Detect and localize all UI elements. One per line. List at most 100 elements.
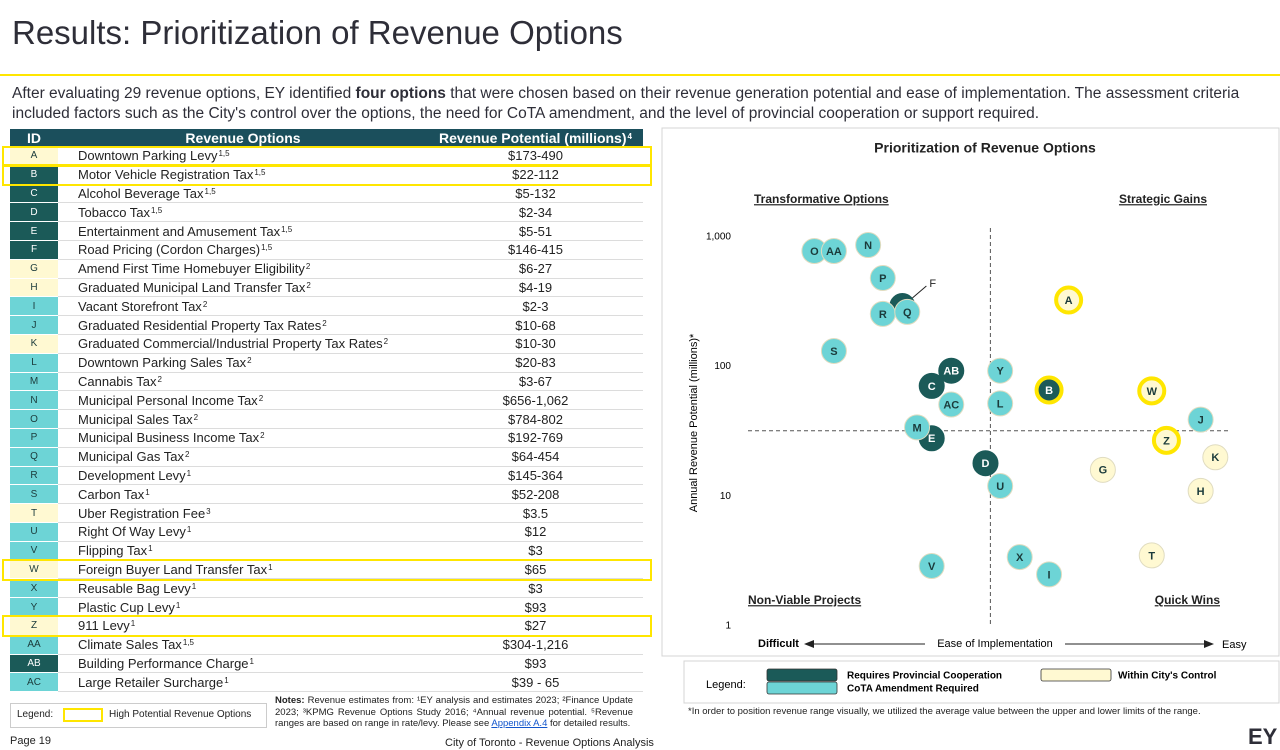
option-name: Climate Sales Tax	[78, 637, 182, 653]
table-row: AC Large Retailer Surcharge1 $39 - 65	[10, 672, 643, 693]
quadrant-label: Non-Viable Projects	[748, 593, 861, 607]
appendix-link[interactable]: Appendix A.4	[491, 718, 548, 729]
option-name: Reusable Bag Levy	[78, 580, 191, 596]
point-label: G	[1099, 465, 1108, 477]
revenue-cell: $146-415	[428, 240, 643, 260]
intro-bold: four options	[355, 85, 446, 102]
option-name: Uber Registration Fee	[78, 505, 206, 521]
id-cell: T	[10, 503, 58, 523]
revenue-cell: $656-1,062	[428, 390, 643, 411]
option-cell: Tobacco Tax1,5	[58, 202, 428, 223]
point	[1006, 544, 1033, 571]
notes: Notes: Revenue estimates from: ¹EY analy…	[275, 695, 633, 730]
table-row: D Tobacco Tax1,5 $2-34	[10, 202, 643, 223]
table-row: P Municipal Business Income Tax2 $192-769	[10, 428, 643, 448]
option-name: Municipal Business Income Tax	[78, 430, 260, 446]
arrow-head	[804, 640, 814, 648]
option-name: 911 Levy	[78, 618, 130, 634]
option-sup: 1,5	[182, 638, 194, 648]
page-number: Page 19	[10, 735, 51, 747]
option-cell: Foreign Buyer Land Transfer Tax1	[58, 560, 428, 580]
point	[1036, 561, 1063, 588]
quadrant-label: Strategic Gains	[1119, 192, 1207, 206]
y-tick-label: 10	[720, 491, 732, 502]
option-cell: Carbon Tax1	[58, 484, 428, 505]
column-header-sup: 4	[627, 132, 632, 141]
option-cell: Right Of Way Levy1	[58, 522, 428, 542]
intro-text: After evaluating 29 revenue options, EY …	[12, 85, 356, 102]
y-tick-label: 100	[714, 361, 731, 372]
option-name: Downtown Parking Levy	[78, 148, 218, 164]
option-cell: Cannabis Tax2	[58, 372, 428, 392]
revenue-cell: $10-68	[428, 315, 643, 335]
table-row: V Flipping Tax1 $3	[10, 541, 643, 561]
legend-label: Legend:	[17, 709, 54, 720]
option-cell: Municipal Sales Tax2	[58, 409, 428, 429]
id-cell: AC	[10, 672, 58, 693]
id-cell: R	[10, 466, 58, 486]
table-legend: Legend: High Potential Revenue Options	[10, 703, 267, 728]
id-cell: Q	[10, 447, 58, 467]
footer-title: City of Toronto - Revenue Options Analys…	[445, 737, 654, 749]
option-cell: Entertainment and Amusement Tax1,5	[58, 221, 428, 241]
point-label: Z	[1163, 435, 1170, 447]
revenue-cell: $20-83	[428, 353, 643, 373]
option-sup: 2	[202, 299, 208, 309]
id-cell: U	[10, 522, 58, 542]
option-sup: 2	[157, 374, 162, 384]
point-label: R	[879, 309, 887, 321]
point-label: E	[928, 433, 935, 445]
option-name: Development Levy	[78, 467, 186, 483]
revenue-cell: $173-490	[428, 147, 643, 166]
legend-swatch	[63, 708, 103, 722]
option-name: Graduated Residential Property Tax Rates	[78, 317, 322, 333]
revenue-cell: $27	[428, 616, 643, 636]
table-row: O Municipal Sales Tax2 $784-802	[10, 409, 643, 429]
option-cell: Flipping Tax1	[58, 541, 428, 561]
point	[918, 372, 945, 399]
point-label: Q	[903, 307, 912, 319]
point-label: L	[997, 398, 1004, 410]
point	[1187, 406, 1214, 433]
x-low-label: Difficult	[758, 638, 799, 650]
revenue-cell: $93	[428, 597, 643, 617]
point	[987, 357, 1014, 384]
table-row: R Development Levy1 $145-364	[10, 466, 643, 486]
option-sup: 1	[268, 562, 273, 572]
option-name: Tobacco Tax	[78, 204, 151, 220]
id-cell: S	[10, 484, 58, 505]
id-cell: G	[10, 259, 58, 279]
revenue-cell: $784-802	[428, 409, 643, 429]
point-label: M	[912, 422, 921, 434]
option-name: Vacant Storefront Tax	[78, 298, 202, 314]
point-label: J	[1198, 415, 1204, 427]
id-cell: H	[10, 278, 58, 298]
option-cell: Graduated Municipal Land Transfer Tax2	[58, 278, 428, 298]
point	[938, 391, 965, 418]
option-name: Foreign Buyer Land Transfer Tax	[78, 561, 268, 577]
option-cell: Municipal Gas Tax2	[58, 447, 428, 467]
option-sup: 2	[322, 318, 327, 328]
point-label: O	[810, 246, 819, 258]
point	[1054, 285, 1084, 315]
id-cell: J	[10, 315, 58, 335]
revenue-cell: $52-208	[428, 484, 643, 505]
option-name: Building Performance Charge	[78, 655, 249, 671]
id-cell: A	[10, 147, 58, 166]
point-label: W	[1147, 386, 1158, 398]
option-sup: 1,5	[204, 186, 216, 196]
table-row: F Road Pricing (Cordon Charges)1,5 $146-41…	[10, 240, 643, 260]
option-name: Amend First Time Homebuyer Eligibility	[78, 261, 305, 277]
revenue-cell: $304-1,216	[428, 635, 643, 655]
chart-footnote: *In order to position revenue range visu…	[688, 706, 1201, 717]
revenue-cell: $64-454	[428, 447, 643, 467]
option-cell: Large Retailer Surcharge1	[58, 672, 428, 693]
point	[1137, 376, 1167, 406]
revenue-cell: $4-19	[428, 278, 643, 298]
option-name: Alcohol Beverage Tax	[78, 185, 204, 201]
revenue-cell: $3	[428, 578, 643, 599]
table-row: L Downtown Parking Sales Tax2 $20-83	[10, 353, 643, 373]
option-sup: 2	[260, 431, 265, 441]
id-cell: M	[10, 372, 58, 392]
